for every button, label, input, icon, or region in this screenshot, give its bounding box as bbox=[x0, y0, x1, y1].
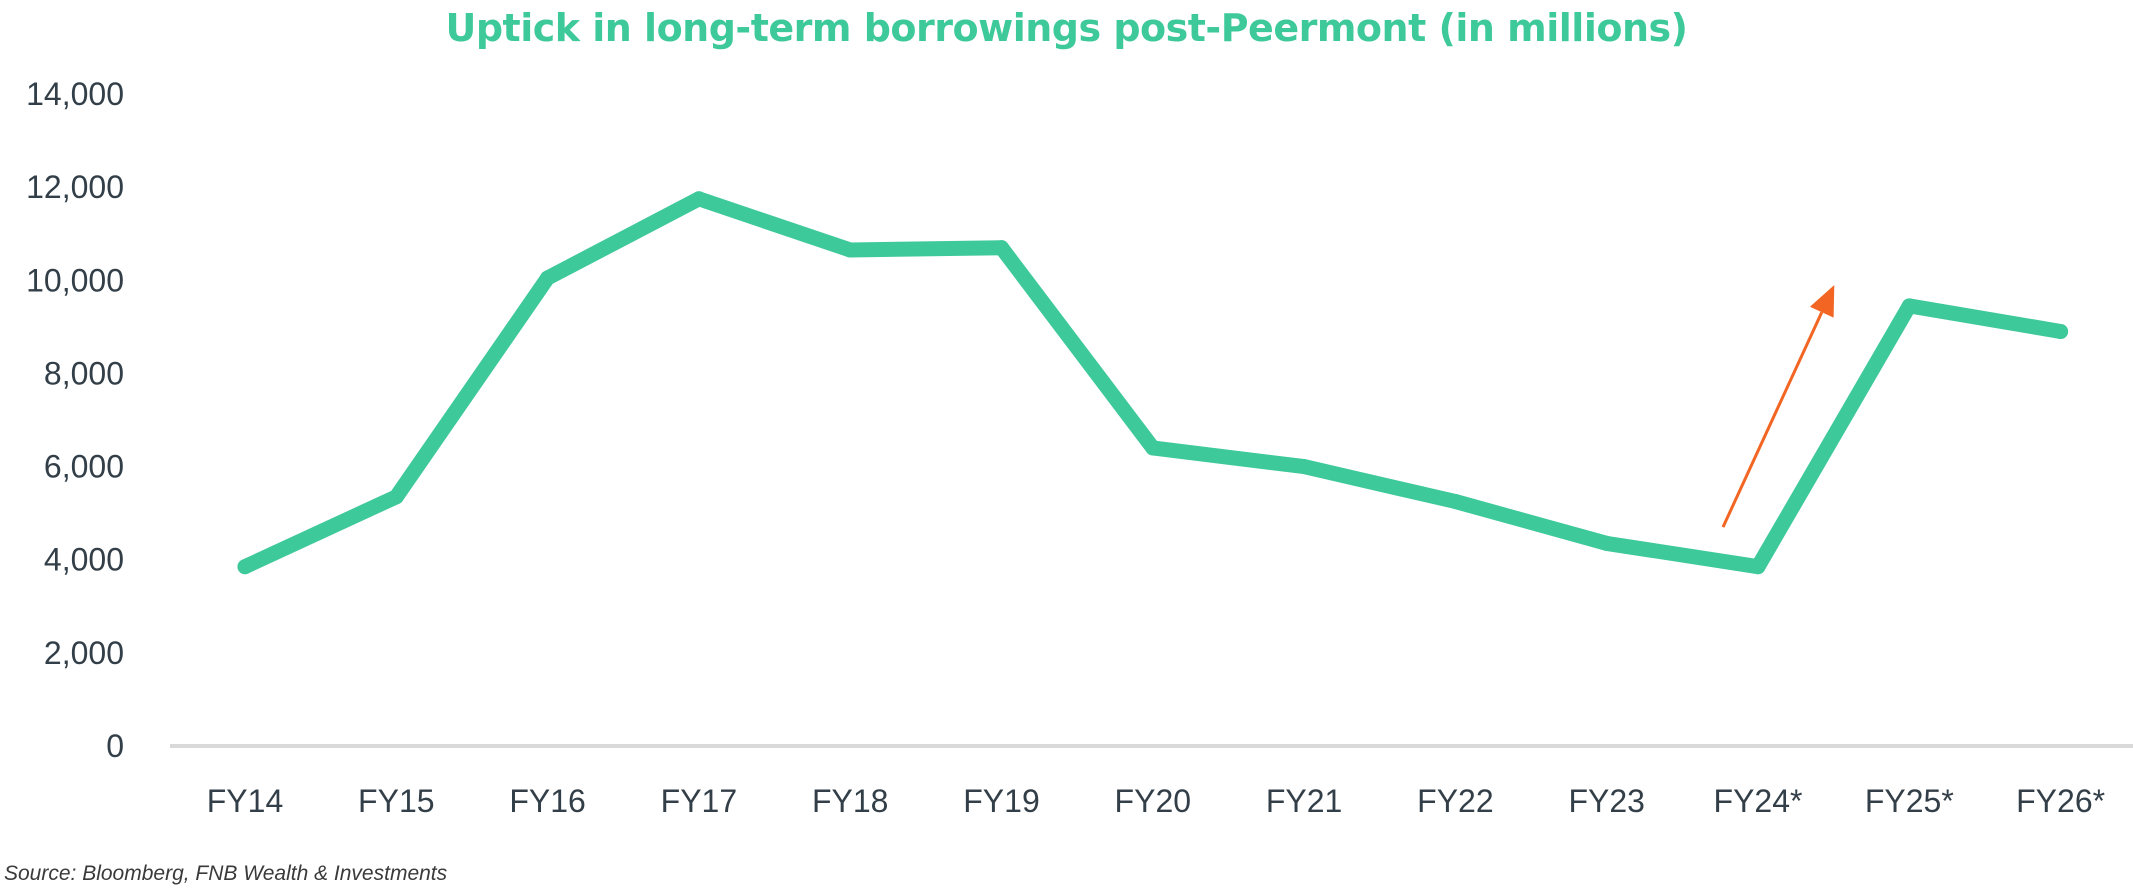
y-tick-label: 14,000 bbox=[26, 76, 124, 112]
arrow-head bbox=[1809, 284, 1835, 318]
data-point bbox=[842, 242, 858, 258]
x-tick-label: FY19 bbox=[963, 783, 1039, 819]
x-tick-label: FY17 bbox=[661, 783, 737, 819]
data-point bbox=[1145, 440, 1161, 456]
x-tick-label: FY18 bbox=[812, 783, 888, 819]
x-tick-label: FY25* bbox=[1865, 783, 1954, 819]
data-point bbox=[1296, 459, 1312, 475]
chart-title: Uptick in long-term borrowings post-Peer… bbox=[445, 6, 1688, 50]
y-tick-label: 8,000 bbox=[44, 355, 124, 391]
data-point bbox=[1447, 494, 1463, 509]
y-tick-label: 6,000 bbox=[44, 449, 124, 485]
data-point bbox=[1901, 298, 1917, 314]
source-note: Source: Bloomberg, FNB Wealth & Investme… bbox=[4, 862, 448, 885]
x-tick-label: FY16 bbox=[509, 783, 585, 819]
data-point bbox=[388, 489, 404, 505]
y-tick-label: 10,000 bbox=[26, 262, 124, 298]
series-layer bbox=[237, 191, 2069, 575]
y-axis-tick-labels: 0 2,000 4,000 6,000 8,000 10,000 12,000 14,000 bbox=[26, 76, 124, 764]
x-tick-label: FY26* bbox=[2016, 783, 2105, 819]
y-tick-label: 2,000 bbox=[44, 635, 124, 671]
y-tick-label: 4,000 bbox=[44, 542, 124, 578]
y-tick-label: 12,000 bbox=[26, 169, 124, 205]
data-point bbox=[994, 240, 1009, 256]
x-tick-label: FY14 bbox=[207, 783, 283, 819]
data-point bbox=[1599, 535, 1615, 551]
x-tick-label: FY22 bbox=[1417, 783, 1493, 819]
x-axis-tick-labels: FY14 FY15 FY16 FY17 FY18 FY19 FY20 FY21 FY22 FY23… bbox=[207, 783, 2105, 819]
data-point bbox=[2053, 324, 2069, 340]
data-point bbox=[1750, 559, 1766, 575]
x-tick-label: FY20 bbox=[1115, 783, 1191, 819]
x-tick-label: FY23 bbox=[1568, 783, 1644, 819]
x-tick-label: FY15 bbox=[358, 783, 434, 819]
data-point bbox=[691, 191, 707, 207]
annotation-layer bbox=[1721, 284, 1835, 528]
arrow-shaft bbox=[1721, 311, 1824, 528]
data-point bbox=[237, 559, 253, 575]
x-tick-label: FY21 bbox=[1266, 783, 1342, 819]
data-point bbox=[540, 270, 556, 286]
x-tick-label: FY24* bbox=[1714, 783, 1803, 819]
y-tick-label: 0 bbox=[106, 728, 124, 764]
